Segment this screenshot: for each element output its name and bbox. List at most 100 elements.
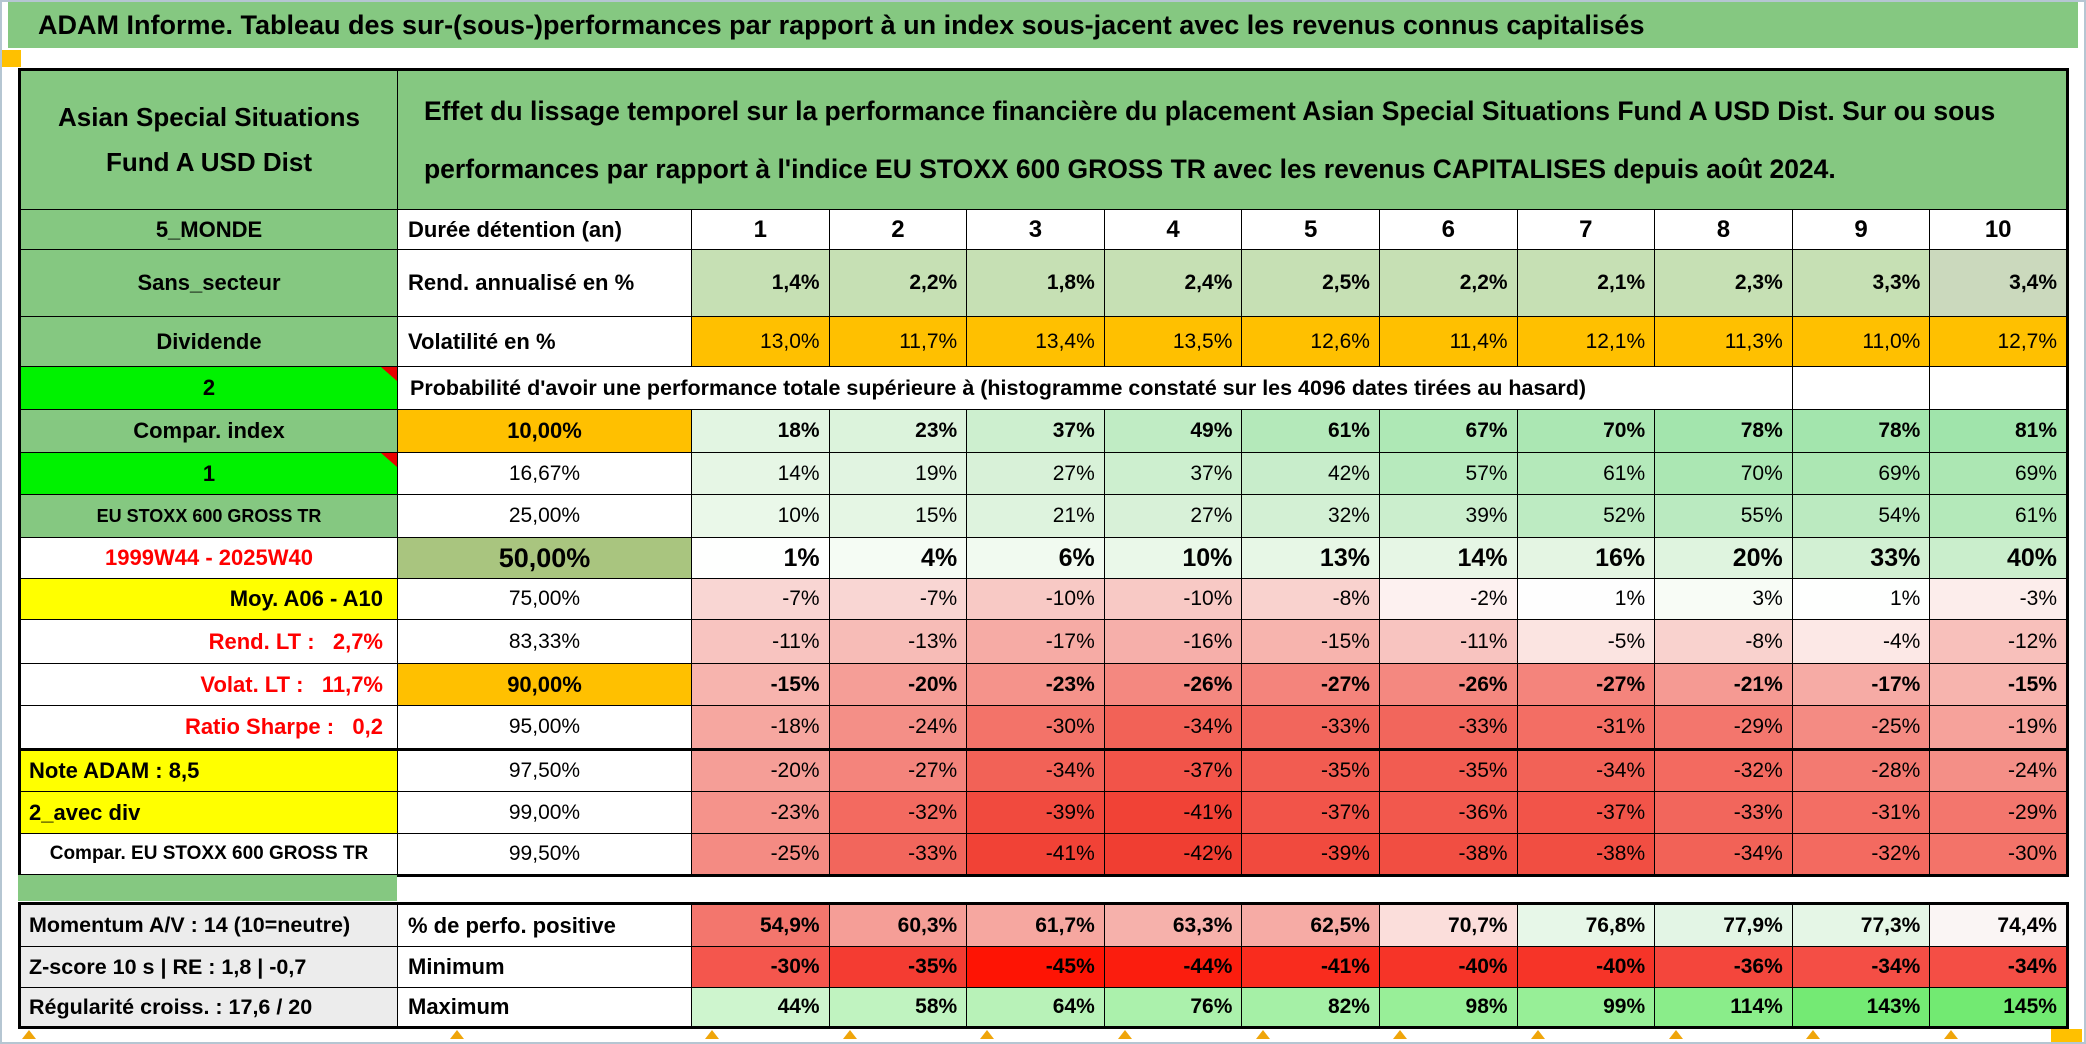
data-cell: 64% <box>966 987 1105 1028</box>
row-header: 95,00% <box>397 705 692 750</box>
data-cell: -26% <box>1103 663 1243 706</box>
data-cell: 32% <box>1241 494 1380 538</box>
row-header: 99,50% <box>397 833 692 877</box>
data-cell: -29% <box>1929 791 2069 834</box>
data-cell: 3 <box>966 209 1105 250</box>
data-cell: -27% <box>1241 663 1380 706</box>
data-cell: 11,4% <box>1378 316 1518 367</box>
data-cell: 143% <box>1791 987 1931 1028</box>
data-cell: 19% <box>828 452 968 495</box>
data-cell: -37% <box>1516 791 1656 834</box>
data-cell: 20% <box>1654 537 1793 579</box>
data-cell: 60,3% <box>828 903 968 947</box>
table-row: Moy. A06 - A10 75,00% -7% -7% -10% -10% -8% -2%… <box>19 578 2069 620</box>
row-header: 25,00% <box>397 494 692 538</box>
table-row: Dividende Volatilité en % 13,0% 11,7% 13,4% 1… <box>19 316 2069 367</box>
data-cell: -31% <box>1791 791 1931 834</box>
data-cell: -25% <box>691 833 830 877</box>
data-cell: 27% <box>1103 494 1243 538</box>
orange-caret-icon <box>843 1030 857 1039</box>
data-cell: 12,6% <box>1241 316 1380 367</box>
data-cell: 114% <box>1654 987 1793 1028</box>
data-cell: 13% <box>1241 537 1380 579</box>
row-header: 50,00% <box>397 537 692 579</box>
row-label: Rend. LT : 2,7% <box>19 619 398 664</box>
data-cell: 6% <box>966 537 1105 579</box>
data-cell: 70% <box>1516 409 1656 453</box>
data-cell: -41% <box>1103 791 1243 834</box>
data-cell: -35% <box>1378 748 1518 792</box>
data-cell: -24% <box>1929 748 2069 792</box>
data-cell: 3,3% <box>1791 249 1931 317</box>
data-cell: -30% <box>1929 833 2069 877</box>
data-cell: -17% <box>966 619 1105 664</box>
row-label: 5_MONDE <box>19 209 398 250</box>
summary-table: Momentum A/V : 14 (10=neutre)% de perfo.… <box>18 902 2069 1029</box>
row-header: 99,00% <box>397 791 692 834</box>
table-row: Note ADAM : 8,5 97,50% -20% -27% -34% -37% -35… <box>19 748 2069 792</box>
data-cell: 21% <box>966 494 1105 538</box>
data-cell: 61,7% <box>966 903 1105 947</box>
data-cell: -8% <box>1654 619 1793 664</box>
data-cell: -28% <box>1791 748 1931 792</box>
table-row: Compar. index 10,00% 18% 23% 37% 49% 61% 67% 70%… <box>19 409 2069 453</box>
row-label: EU STOXX 600 GROSS TR <box>19 494 398 538</box>
data-cell: -31% <box>1516 705 1656 750</box>
data-cell: -40% <box>1516 946 1656 988</box>
data-cell: 9 <box>1791 209 1931 250</box>
data-cell: 40% <box>1929 537 2069 579</box>
data-cell: 5 <box>1241 209 1380 250</box>
data-cell: -33% <box>1378 705 1518 750</box>
data-cell: -23% <box>966 663 1105 706</box>
data-cell: 13,4% <box>966 316 1105 367</box>
data-cell: -15% <box>1241 619 1380 664</box>
data-cell: 2,4% <box>1103 249 1243 317</box>
data-cell: 44% <box>691 987 830 1028</box>
data-cell: 1,8% <box>966 249 1105 317</box>
data-cell: -15% <box>1929 663 2069 706</box>
data-cell: 10% <box>1103 537 1243 579</box>
data-cell: -34% <box>1654 833 1793 877</box>
data-cell: 12,1% <box>1516 316 1656 367</box>
data-cell: 12,7% <box>1929 316 2069 367</box>
data-cell: -27% <box>1516 663 1656 706</box>
data-cell: -42% <box>1103 833 1243 877</box>
data-cell: -26% <box>1378 663 1518 706</box>
orange-caret-icon <box>1806 1030 1820 1039</box>
data-cell: 13,0% <box>691 316 830 367</box>
data-cell: 145% <box>1929 987 2068 1028</box>
corner-marker-top-left <box>0 50 21 67</box>
data-cell: 49% <box>1103 409 1243 453</box>
data-cell: -30% <box>691 946 830 988</box>
data-cell: 3% <box>1654 578 1793 620</box>
orange-caret-icon <box>705 1030 719 1039</box>
row-header: 75,00% <box>397 578 692 620</box>
data-cell: 54,9% <box>691 903 830 947</box>
orange-caret-icon <box>1669 1030 1683 1039</box>
data-cell: -32% <box>1791 833 1931 877</box>
row-label[interactable]: 2 <box>19 366 398 410</box>
data-cell: 2,2% <box>1378 249 1518 317</box>
row-header: 10,00% <box>397 409 692 453</box>
data-cell: -32% <box>1654 748 1793 792</box>
data-cell: 14% <box>691 452 830 495</box>
data-cell: -35% <box>1241 748 1380 792</box>
data-cell: -21% <box>1654 663 1793 706</box>
data-cell: 10% <box>691 494 830 538</box>
table-row: Compar. EU STOXX 600 GROSS TR 99,50% -25% -… <box>19 833 2069 877</box>
data-cell: -4% <box>1791 619 1931 664</box>
table-row: EU STOXX 600 GROSS TR 25,00% 10% 15% 21% 27% 3… <box>19 494 2069 538</box>
data-cell: -45% <box>966 946 1105 988</box>
data-cell: 27% <box>966 452 1105 495</box>
row-header: Volatilité en % <box>397 316 692 367</box>
data-cell: 78% <box>1654 409 1793 453</box>
orange-caret-icon <box>1393 1030 1407 1039</box>
row-label: Régularité croiss. : 17,6 / 20 <box>19 987 398 1028</box>
table-row: 2_avec div 99,00% -23% -32% -39% -41% -37% -36%… <box>19 791 2069 834</box>
table-row: Rend. LT : 2,7% 83,33% -11% -13% -17% -16% -15… <box>19 619 2069 664</box>
data-cell: -34% <box>1929 946 2068 988</box>
data-cell: 62,5% <box>1241 903 1380 947</box>
data-cell: -38% <box>1516 833 1656 877</box>
data-cell: 42% <box>1241 452 1380 495</box>
row-label[interactable]: 1 <box>19 452 398 495</box>
